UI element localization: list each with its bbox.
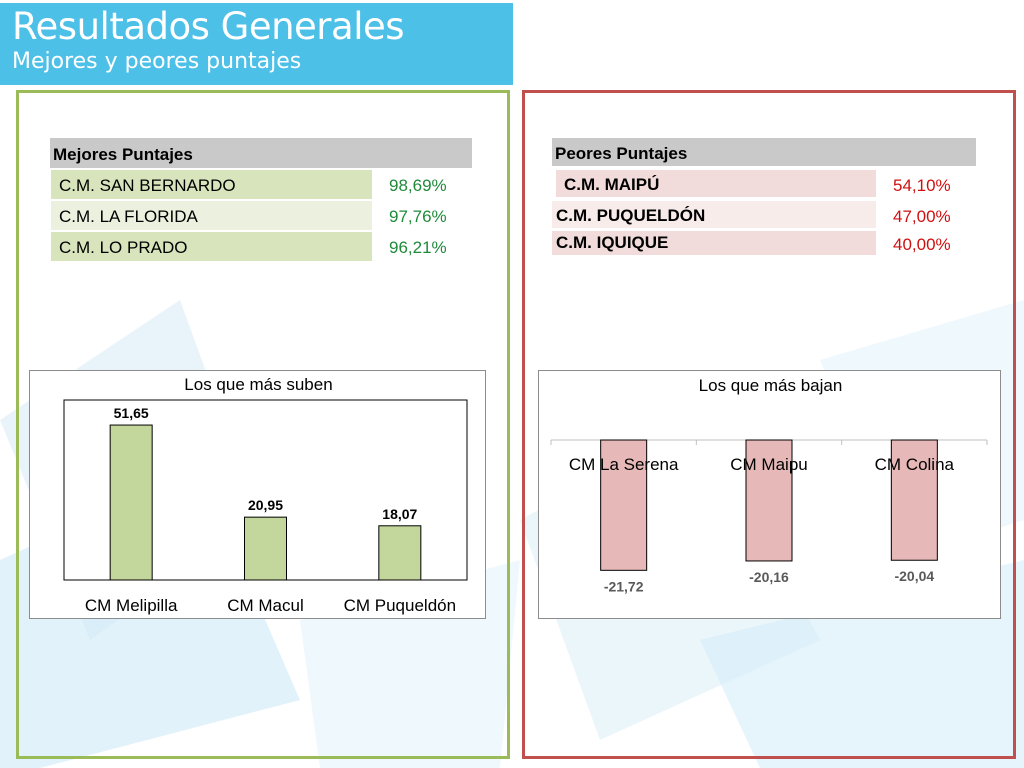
rising-chart: Los que más suben 51,65 CM Melipilla 20,95…	[29, 370, 486, 619]
bar	[244, 516, 287, 581]
page-title: Resultados Generales	[12, 5, 405, 48]
data-label: -20,04	[894, 568, 934, 584]
worst-table-header: Peores Puntajes	[552, 138, 976, 166]
category-label: CM La Serena	[569, 455, 679, 474]
worst-row-value: 47,00%	[893, 207, 951, 226]
category-label: CM Puqueldón	[344, 596, 456, 615]
best-scores-panel	[16, 90, 510, 759]
data-label: -21,72	[604, 578, 644, 594]
best-row-value: 98,69%	[389, 176, 447, 195]
data-label: 18,07	[382, 506, 417, 522]
best-row-name: C.M. SAN BERNARDO	[51, 170, 372, 199]
best-row-value: 96,21%	[389, 238, 447, 257]
chart-title: Los que más suben	[184, 375, 333, 394]
category-label: CM Colina	[875, 455, 955, 474]
data-label: -20,16	[749, 569, 789, 585]
best-scores-table: Mejores Puntajes C.M. SAN BERNARDO 98,69…	[50, 138, 472, 262]
bar	[109, 424, 153, 581]
chart-title: Los que más bajan	[698, 376, 843, 395]
title-banner: Resultados Generales Mejores y peores pu…	[0, 3, 513, 85]
bar	[378, 525, 422, 581]
bar	[890, 439, 938, 561]
worst-scores-table: Peores Puntajes C.M. MAIPÚ 54,10% C.M. P…	[552, 138, 976, 258]
worst-scores-panel	[522, 90, 1016, 759]
worst-row-name: C.M. PUQUELDÓN	[552, 201, 876, 228]
best-row-name: C.M. LO PRADO	[51, 232, 372, 261]
best-table-header: Mejores Puntajes	[50, 138, 472, 168]
bar	[600, 439, 648, 571]
category-label: CM Maipu	[730, 455, 807, 474]
worst-row-name: C.M. MAIPÚ	[556, 170, 876, 197]
rising-chart-plot: 51,65 CM Melipilla 20,95 CM Macul 18,07 CM Pu…	[63, 399, 468, 615]
falling-chart-plot: -21,72 CM La Serena -20,16 CM Maipu -20,04 CM…	[550, 439, 988, 594]
worst-row-value: 40,00%	[893, 235, 951, 254]
bar	[745, 439, 793, 562]
data-label: 20,95	[248, 497, 283, 513]
page-subtitle: Mejores y peores puntajes	[12, 49, 302, 74]
best-row-value: 97,76%	[389, 207, 447, 226]
data-label: 51,65	[114, 405, 149, 421]
falling-chart: Los que más bajan -21,72 CM La Serena -20,…	[538, 370, 1001, 619]
worst-row-value: 54,10%	[893, 176, 951, 195]
worst-row-name: C.M. IQUIQUE	[552, 231, 876, 255]
category-label: CM Macul	[227, 596, 304, 615]
category-label: CM Melipilla	[85, 596, 178, 615]
best-row-name: C.M. LA FLORIDA	[51, 201, 372, 230]
